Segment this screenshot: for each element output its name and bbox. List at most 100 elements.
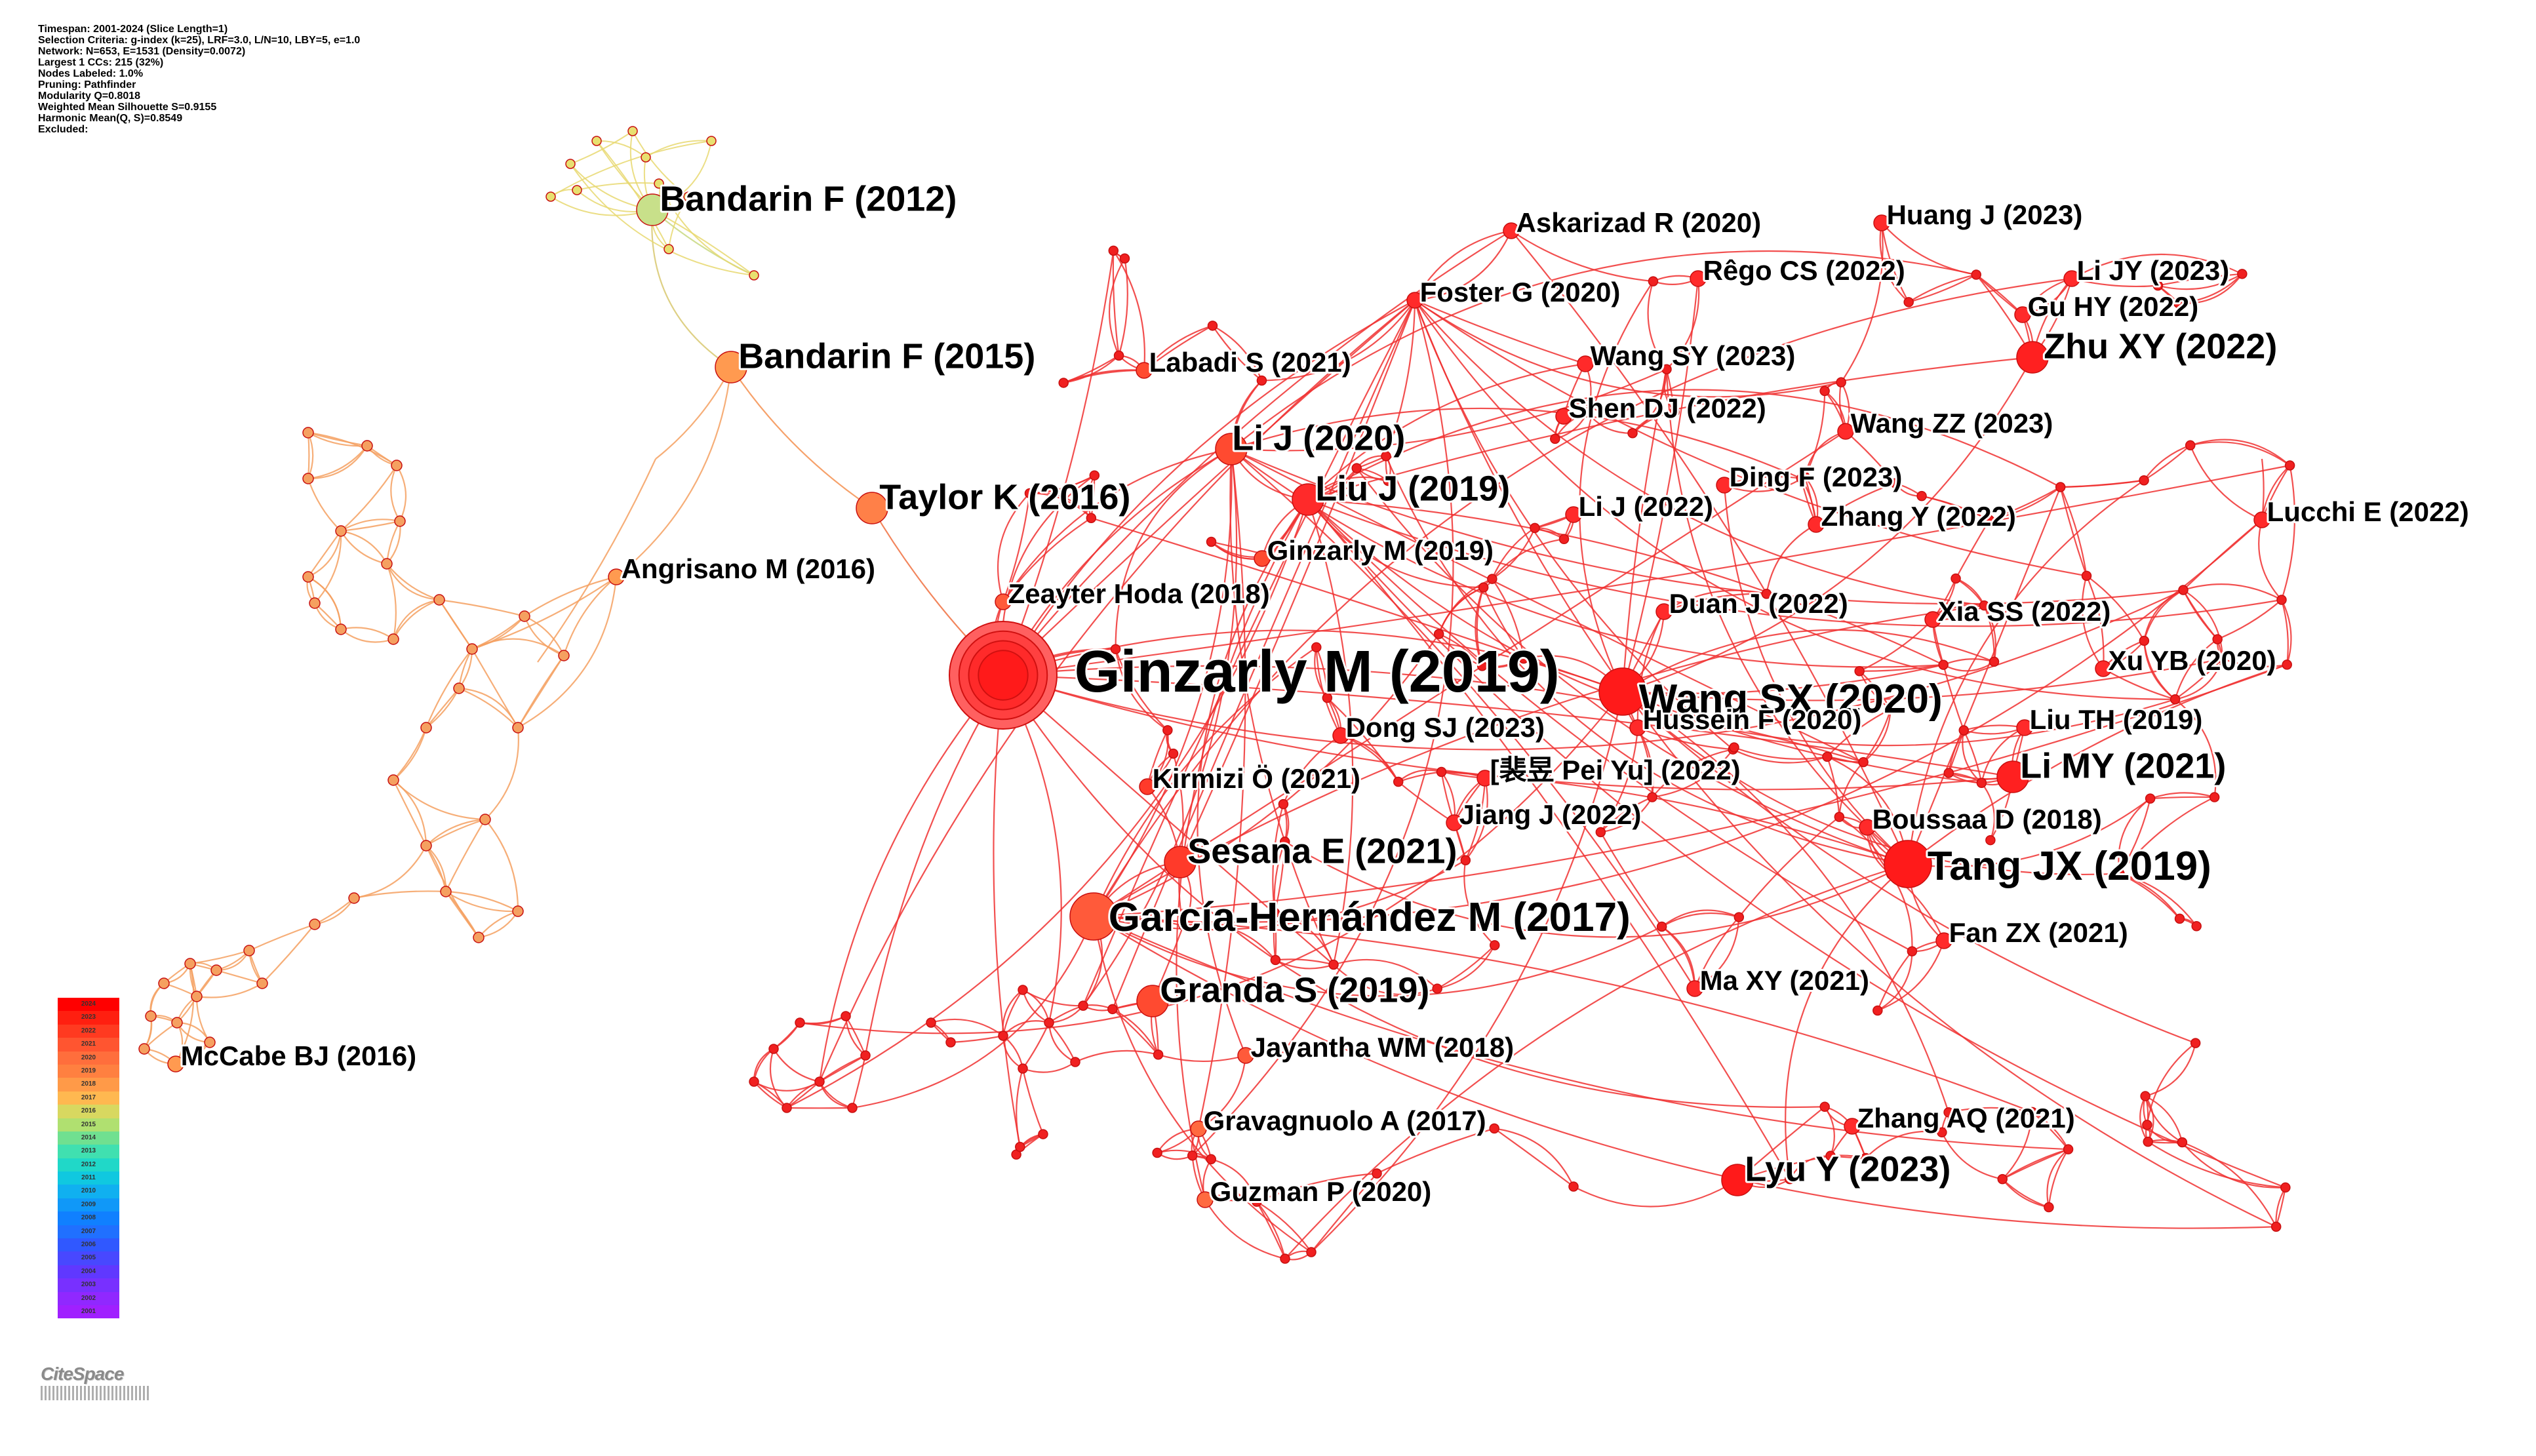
node-xuyb2020[interactable] — [2095, 660, 2112, 677]
article-node[interactable] — [1487, 574, 1497, 584]
node-tangjx2019[interactable] — [1884, 840, 1932, 888]
article-node[interactable] — [1860, 1152, 1871, 1164]
article-node[interactable] — [171, 1017, 183, 1029]
article-node[interactable] — [1885, 704, 1896, 715]
article-node[interactable] — [1108, 245, 1119, 256]
article-node[interactable] — [945, 1037, 956, 1048]
article-node[interactable] — [381, 558, 393, 570]
node-mccabe2016[interactable] — [167, 1055, 184, 1072]
article-node[interactable] — [558, 650, 570, 661]
node-maxy2021[interactable] — [1686, 980, 1703, 997]
article-node[interactable] — [1819, 385, 1830, 397]
node-fosterg2020[interactable] — [1406, 292, 1423, 309]
article-node[interactable] — [1432, 983, 1442, 994]
article-node[interactable] — [1958, 725, 1969, 736]
node-labadis2021[interactable] — [1136, 362, 1153, 379]
article-node[interactable] — [2142, 1120, 2152, 1130]
node-garcia2017[interactable] — [1069, 892, 1118, 941]
article-node[interactable] — [2212, 634, 2223, 644]
node-lij2022[interactable] — [1565, 506, 1582, 523]
article-node[interactable] — [2270, 1221, 2282, 1232]
article-node[interactable] — [1661, 364, 1672, 374]
article-node[interactable] — [2139, 635, 2150, 646]
article-node[interactable] — [706, 136, 717, 146]
article-node[interactable] — [795, 1017, 805, 1028]
article-node[interactable] — [749, 270, 759, 281]
node-lijy2023[interactable] — [2063, 270, 2080, 287]
node-zhuxy2022[interactable] — [2016, 341, 2049, 374]
article-node[interactable] — [302, 427, 314, 439]
article-node[interactable] — [1058, 378, 1069, 388]
article-node[interactable] — [1168, 748, 1179, 759]
article-node[interactable] — [1280, 1253, 1290, 1264]
node-liuth2019[interactable] — [2016, 719, 2033, 736]
article-node[interactable] — [1836, 377, 1846, 387]
article-node[interactable] — [2177, 1137, 2188, 1148]
node-jiangj2022[interactable] — [1446, 814, 1463, 831]
node-dongsj2023[interactable] — [1332, 727, 1349, 744]
article-node[interactable] — [1270, 954, 1281, 966]
article-node[interactable] — [782, 1103, 792, 1113]
article-node[interactable] — [1937, 1127, 1947, 1138]
article-node[interactable] — [309, 918, 321, 930]
node-limy2021[interactable] — [1996, 760, 2029, 793]
article-node[interactable] — [1372, 1168, 1382, 1179]
article-node[interactable] — [1872, 1005, 1883, 1016]
article-node[interactable] — [1761, 589, 1772, 599]
article-node[interactable] — [361, 440, 373, 452]
node-grandas2019[interactable] — [1136, 985, 1169, 1017]
article-node[interactable] — [184, 958, 196, 970]
article-node[interactable] — [2173, 298, 2184, 309]
article-node[interactable] — [1558, 534, 1570, 545]
article-node[interactable] — [1984, 515, 1994, 525]
article-node[interactable] — [1178, 920, 1189, 931]
article-node[interactable] — [1460, 855, 1471, 866]
article-node[interactable] — [1825, 1151, 1836, 1161]
article-node[interactable] — [1206, 1154, 1216, 1165]
article-node[interactable] — [2140, 1091, 2150, 1101]
article-node[interactable] — [1278, 798, 1289, 810]
article-node[interactable] — [1024, 488, 1035, 499]
article-node[interactable] — [627, 126, 638, 136]
article-node[interactable] — [138, 1043, 150, 1055]
node-kirmizi2021[interactable] — [1139, 778, 1156, 795]
article-node[interactable] — [860, 1050, 871, 1061]
node-wangsy2023[interactable] — [1577, 355, 1594, 372]
article-node[interactable] — [2284, 460, 2295, 471]
article-node[interactable] — [2114, 868, 2125, 879]
article-node[interactable] — [519, 610, 530, 622]
article-node[interactable] — [433, 594, 445, 606]
article-node[interactable] — [1943, 1107, 1954, 1118]
article-node[interactable] — [1997, 1173, 2008, 1185]
article-node[interactable] — [841, 1011, 851, 1021]
node-askarizad2020[interactable] — [1503, 222, 1520, 239]
article-node[interactable] — [1433, 629, 1444, 639]
article-node[interactable] — [572, 185, 582, 195]
article-node[interactable] — [2143, 1136, 2153, 1147]
node-bandarin2015[interactable] — [715, 351, 747, 384]
article-node[interactable] — [664, 244, 674, 254]
article-node[interactable] — [1582, 407, 1593, 418]
article-node[interactable] — [158, 977, 170, 989]
article-node[interactable] — [1890, 478, 1901, 488]
article-node[interactable] — [1311, 642, 1322, 653]
node-liuj2019[interactable] — [1292, 483, 1324, 516]
article-node[interactable] — [1858, 757, 1869, 768]
article-node[interactable] — [1383, 475, 1394, 486]
article-node[interactable] — [348, 892, 360, 904]
article-node[interactable] — [683, 191, 694, 202]
node-dingf2023[interactable] — [1716, 477, 1733, 494]
article-node[interactable] — [2282, 659, 2292, 670]
article-node[interactable] — [641, 152, 651, 163]
article-node[interactable] — [1119, 253, 1130, 264]
article-node[interactable] — [1951, 573, 1961, 584]
article-node[interactable] — [1490, 940, 1500, 951]
article-node[interactable] — [1393, 776, 1404, 787]
article-node[interactable] — [2081, 570, 2092, 581]
article-node[interactable] — [1078, 1000, 1088, 1011]
article-node[interactable] — [1903, 297, 1914, 307]
article-node[interactable] — [1595, 827, 1606, 838]
article-node[interactable] — [1044, 1017, 1054, 1028]
article-node[interactable] — [1113, 350, 1124, 361]
article-node[interactable] — [391, 460, 403, 471]
